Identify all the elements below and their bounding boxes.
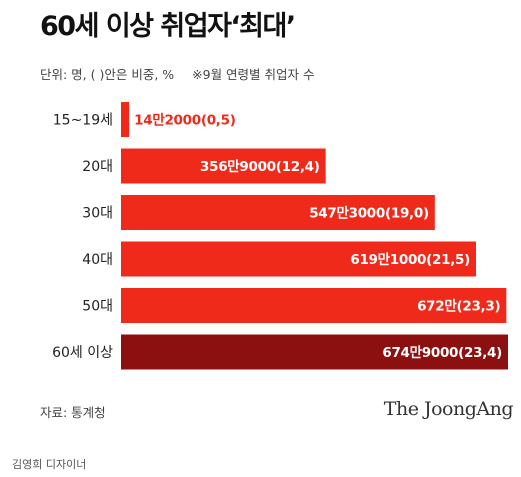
source-note: 자료: 통계청 <box>40 405 106 420</box>
bar-chart: 15~19세 14만2000(0,5) 20대 356만9000(12,4) 30대 54… <box>52 102 508 370</box>
value-label-4: 672만(23,3) <box>417 299 500 315</box>
value-label-5: 674만9000(23,4) <box>382 345 502 361</box>
value-label-3: 619만1000(21,5) <box>350 252 470 268</box>
category-label-0: 15~19세 <box>53 113 113 129</box>
category-label-4: 50대 <box>82 299 113 315</box>
publisher-logo: The JoongAng <box>383 398 514 420</box>
category-label-1: 20대 <box>82 159 113 175</box>
bar-0 <box>121 102 130 137</box>
designer-credit: 김영희 디자이너 <box>12 458 87 471</box>
bar-2 <box>121 195 435 230</box>
chart-title: 60세 이상 취업자‘최대’ <box>40 11 296 42</box>
footnote: ※9월 연령별 취업자 수 <box>192 67 315 82</box>
value-label-2: 547만3000(19,0) <box>309 206 429 222</box>
chart-subtitle: 단위: 명, ( )안은 비중, % ※9월 연령별 취업자 수 <box>40 64 315 83</box>
category-label-5: 60세 이상 <box>52 345 113 361</box>
category-label-3: 40대 <box>82 252 113 268</box>
value-label-1: 356만9000(12,4) <box>200 159 320 175</box>
unit-note: 단위: 명, ( )안은 비중, % <box>40 67 175 82</box>
category-label-2: 30대 <box>82 206 113 222</box>
bar-5 <box>121 334 508 370</box>
bar-4 <box>121 288 507 323</box>
value-label-0: 14만2000(0,5) <box>134 113 236 129</box>
bar-3 <box>121 241 477 277</box>
bar-1 <box>121 148 326 184</box>
